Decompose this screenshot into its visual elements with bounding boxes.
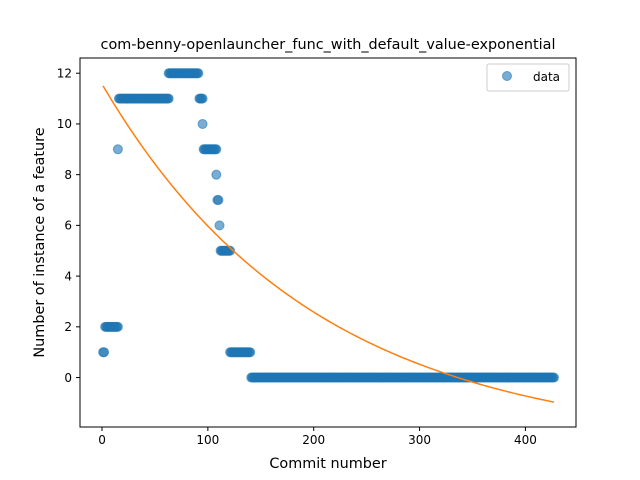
y-axis-ticks: 0 2 4 6 8 10 12 (57, 67, 80, 385)
data-point (112, 144, 123, 155)
y-tick-label: 6 (64, 219, 72, 233)
data-point (548, 372, 559, 383)
legend-marker-data (502, 71, 512, 81)
x-tick-label: 400 (514, 433, 537, 447)
data-point (211, 169, 222, 180)
fit-curve (102, 85, 555, 403)
y-axis-label: Number of instance of a feature (32, 127, 48, 357)
x-tick-label: 300 (408, 433, 431, 447)
data-point (112, 321, 123, 332)
y-tick-label: 10 (57, 117, 72, 131)
legend: data (486, 63, 570, 92)
data-point (197, 118, 208, 129)
chart-title: com-benny-openlauncher_func_with_default… (101, 37, 556, 53)
data-points (98, 68, 559, 383)
legend-label-data: data (533, 70, 560, 84)
data-point (193, 68, 204, 79)
y-tick-label: 8 (64, 168, 72, 182)
data-point (197, 93, 208, 104)
y-tick-label: 12 (57, 67, 72, 81)
data-point (99, 347, 110, 358)
y-tick-label: 2 (64, 320, 72, 334)
data-point (211, 144, 222, 155)
x-tick-label: 200 (302, 433, 325, 447)
x-tick-label: 0 (98, 433, 106, 447)
legend-box (486, 63, 570, 92)
data-point (214, 220, 225, 231)
y-tick-label: 4 (64, 269, 72, 283)
x-tick-label: 100 (196, 433, 219, 447)
y-tick-label: 0 (64, 371, 72, 385)
data-point (213, 195, 224, 206)
data-point (163, 93, 174, 104)
plot-frame (79, 57, 577, 428)
data-point (225, 245, 236, 256)
fit-line (102, 85, 555, 403)
data-point (245, 347, 256, 358)
plot-area (80, 58, 576, 427)
x-axis-ticks: 0 100 200 300 400 (98, 427, 537, 447)
x-axis-label: Commit number (269, 456, 386, 472)
